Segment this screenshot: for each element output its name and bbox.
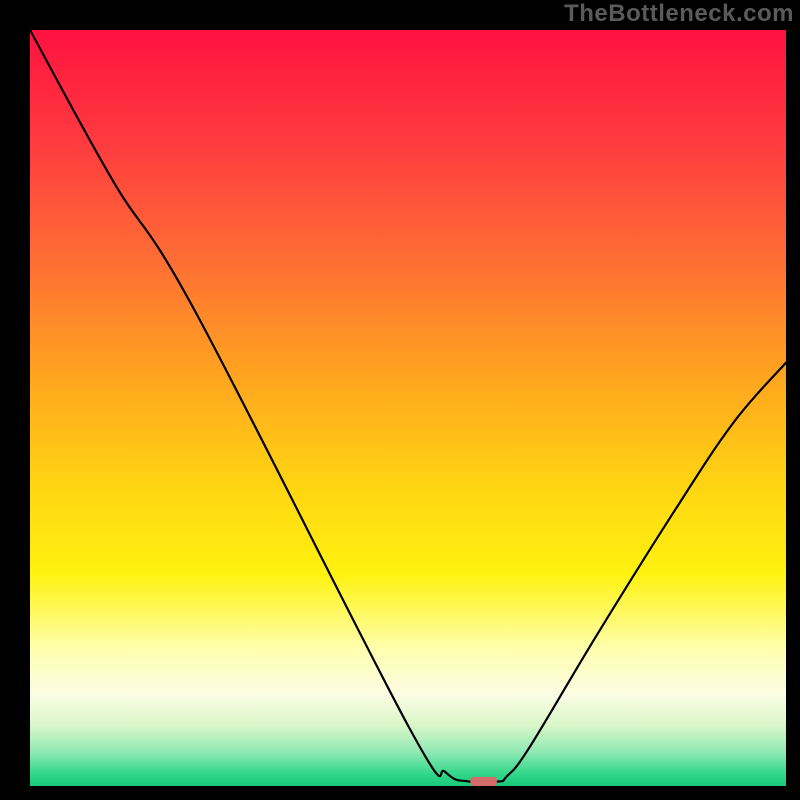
figure-container: TheBottleneck.com bbox=[0, 0, 800, 800]
optimum-marker bbox=[470, 777, 496, 786]
chart-svg bbox=[0, 0, 800, 800]
plot-background bbox=[30, 30, 786, 786]
